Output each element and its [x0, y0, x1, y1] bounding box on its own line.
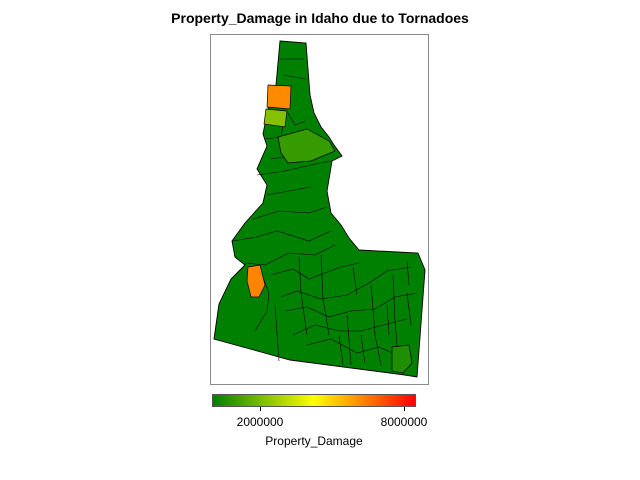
- county-clearwater: [277, 128, 336, 164]
- legend-tick-1: [404, 407, 405, 411]
- legend-tick-label-1: 8000000: [380, 415, 428, 429]
- county-franklin: [391, 344, 413, 374]
- legend-title: Property_Damage: [265, 434, 363, 448]
- legend-color-bar: [212, 394, 416, 407]
- county-nez-perce: [263, 108, 288, 128]
- legend-tick-label-0: 2000000: [236, 415, 284, 429]
- legend-tick-0: [260, 407, 261, 411]
- county-washington: [246, 264, 266, 298]
- idaho-map: [213, 40, 426, 378]
- chart-title: Property_Damage in Idaho due to Tornadoe…: [171, 10, 469, 26]
- idaho-state-outline: [213, 40, 426, 378]
- map-frame: [210, 34, 429, 385]
- county-latah: [266, 84, 292, 110]
